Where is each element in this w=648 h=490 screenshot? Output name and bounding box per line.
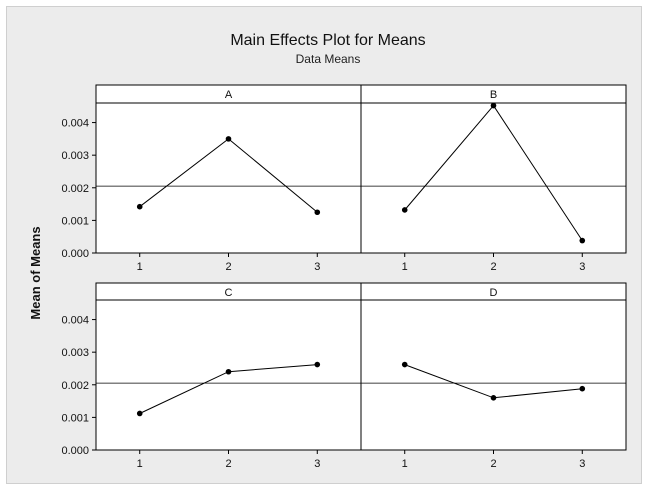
panel-d-x-tick-label: 2	[490, 458, 496, 470]
panel-a-data-point	[225, 136, 232, 142]
panel-a-y-tick-label: 0.002	[61, 183, 89, 195]
panel-b-strip-label: B	[490, 89, 497, 101]
panel-c-plot-area	[95, 299, 362, 451]
panel-a-data-point	[136, 203, 143, 210]
panel-a-y-tick-label: 0.001	[61, 215, 89, 227]
panel-a-plot-area	[95, 102, 362, 254]
panels-group: A 0.000 0.001 0.002 0.003 0.004 1 2 3 B 1 2 3 C 0.000 0…	[61, 84, 627, 470]
panel-a-x-tick-label: 3	[314, 261, 320, 273]
panel-b-data-point	[579, 237, 586, 244]
chart-subtitle: Data Means	[296, 52, 361, 66]
panel-a-y-tick-label: 0.003	[61, 150, 89, 162]
panel-c-x-tick-label: 1	[137, 458, 143, 470]
panel-a-y-tick-label: 0.000	[61, 248, 89, 260]
panel-b-data-point	[490, 102, 497, 109]
panel-d-data-point	[401, 361, 408, 368]
panel-c-x-tick-label: 3	[314, 458, 320, 470]
panel-b-plot-area	[360, 102, 627, 254]
panel-a-x-tick-label: 2	[225, 261, 231, 273]
panel-b-data-point	[401, 207, 408, 213]
panel-c-data-point	[314, 361, 321, 368]
panel-d-x-tick-label: 1	[402, 458, 408, 470]
panel-c-x-tick-label: 2	[225, 458, 231, 470]
panel-d-strip-label: D	[490, 287, 498, 299]
panel-d-x-tick-label: 3	[579, 458, 585, 470]
panel-b-x-tick-label: 1	[402, 261, 408, 273]
panel-c-y-tick-label: 0.001	[61, 412, 89, 424]
panel-c-y-tick-label: 0.004	[61, 315, 89, 327]
panel-c-data-point	[136, 410, 143, 417]
panel-c-data-point	[225, 368, 232, 375]
panel-a-strip-label: A	[225, 89, 233, 101]
panel-a-data-point	[314, 209, 321, 216]
panel-c-y-tick-label: 0.003	[61, 347, 89, 359]
y-axis-label: Mean of Means	[28, 226, 43, 319]
panel-d-data-point	[579, 385, 586, 392]
chart-title: Main Effects Plot for Means	[230, 32, 425, 49]
panel-a-x-tick-label: 1	[137, 261, 143, 273]
panel-c-strip-label: C	[225, 287, 233, 299]
panel-b-x-tick-label: 2	[490, 261, 496, 273]
panel-d-data-point	[490, 395, 497, 401]
panel-c-y-tick-label: 0.000	[61, 445, 89, 457]
panel-a-y-tick-label: 0.004	[61, 118, 89, 130]
panel-b-x-tick-label: 3	[579, 261, 585, 273]
panel-d-plot-area	[360, 299, 627, 451]
panel-c-y-tick-label: 0.002	[61, 380, 89, 392]
